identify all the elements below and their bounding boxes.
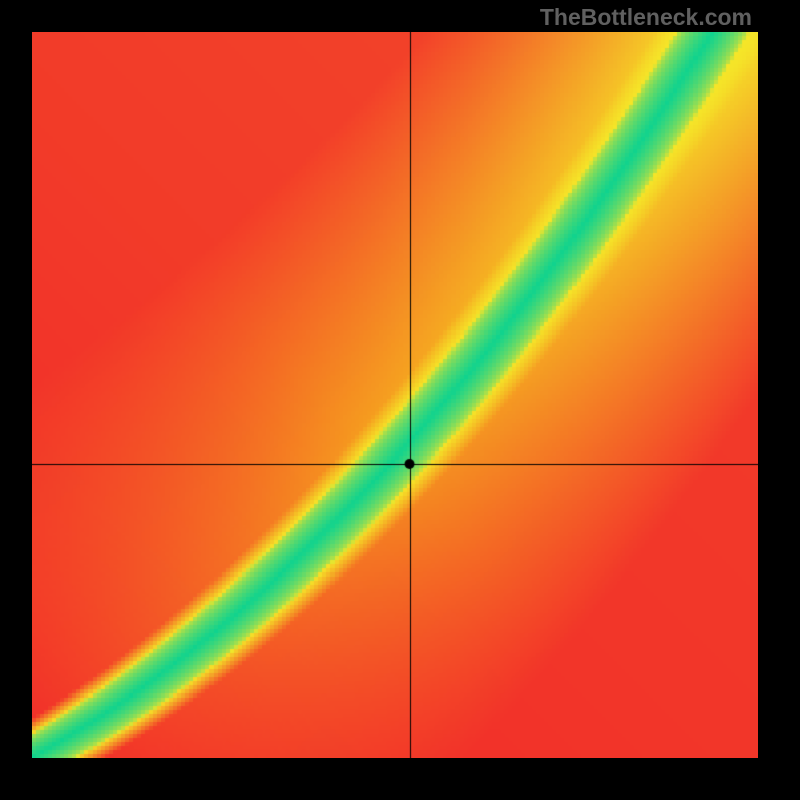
chart-container: TheBottleneck.com bbox=[0, 0, 800, 800]
overlay-canvas bbox=[32, 32, 758, 758]
watermark-text: TheBottleneck.com bbox=[540, 4, 752, 31]
